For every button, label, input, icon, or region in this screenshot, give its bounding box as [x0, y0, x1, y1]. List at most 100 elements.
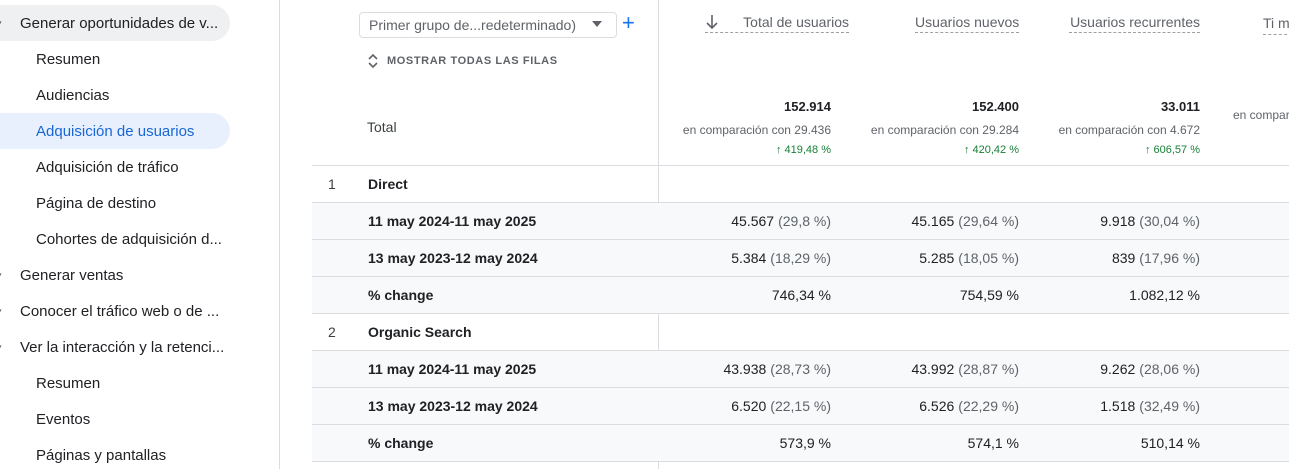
- cell-percentage: (28,73 %): [770, 361, 831, 377]
- column-header-usuarios-nuevos[interactable]: Usuarios nuevos: [915, 14, 1019, 33]
- total-compare: en comparación con 29.284: [870, 123, 1019, 137]
- cell-percentage: (28,87 %): [958, 361, 1019, 377]
- total-change: ↑ 419,48 %: [775, 144, 831, 156]
- sidebar-item-label: Cohortes de adquisición d...: [36, 230, 222, 248]
- sidebar-item-interaccion-retencion[interactable]: ▾ Ver la interacción y la retenci...: [0, 329, 230, 365]
- total-label: Total: [367, 119, 397, 135]
- cell-value: 43.992: [911, 361, 955, 377]
- table-row[interactable]: 13 may 2023-12 may 2024 6.520 (22,15 %) 6.5…: [312, 388, 1289, 424]
- cell-percentage: (22,15 %): [770, 398, 831, 414]
- table-cell: 43.938 (28,73 %): [723, 361, 831, 377]
- sidebar-item-conocer-trafico[interactable]: ▾ Conocer el tráfico web o de ...: [0, 293, 230, 329]
- row-divider: [312, 202, 1289, 203]
- column-header-tiempo-medio[interactable]: Ti med: [1263, 14, 1289, 35]
- sort-descending-icon: [705, 14, 719, 33]
- row-divider: [312, 350, 1289, 351]
- sidebar-item-label: Adquisición de usuarios: [36, 122, 195, 140]
- sidebar-item-resumen-2[interactable]: Resumen: [0, 365, 230, 401]
- show-all-rows-label: MOSTRAR TODAS LAS FILAS: [387, 55, 558, 67]
- dimension-selector-value: Primer grupo de...redeterminado): [369, 17, 576, 33]
- caret-right-icon: ▾: [0, 270, 2, 281]
- cell-value: 754,59 %: [959, 287, 1019, 303]
- table-group-row[interactable]: 2 Organic Search: [312, 314, 1289, 350]
- cell-percentage: (17,96 %): [1139, 250, 1200, 266]
- total-compare: en comparación con 29.436: [682, 123, 831, 137]
- column-header-label: Ti med: [1263, 15, 1289, 31]
- table-cell: 43.992 (28,87 %): [911, 361, 1019, 377]
- table-cell: 1.518 (32,49 %): [1100, 398, 1200, 414]
- row-label[interactable]: Organic Search: [368, 324, 472, 340]
- sidebar-item-generar-oportunidades[interactable]: ▾ Generar oportunidades de v...: [0, 5, 230, 41]
- sidebar-item-adquisicion-usuarios[interactable]: Adquisición de usuarios: [0, 113, 230, 149]
- table-row[interactable]: 13 may 2023-12 may 2024 5.384 (18,29 %) 5.2…: [312, 240, 1289, 276]
- sidebar-item-label: Conocer el tráfico web o de ...: [20, 302, 220, 320]
- table-cell: 839 (17,96 %): [1112, 250, 1200, 266]
- row-number: 2: [328, 324, 336, 340]
- sidebar-item-generar-ventas[interactable]: ▾ Generar ventas: [0, 257, 230, 293]
- table-cell: 573,9 %: [780, 435, 831, 451]
- total-cell: 152.914 en comparación con 29.436 ↑ 419,…: [683, 99, 831, 156]
- row-divider: [312, 276, 1289, 277]
- table-cell: 1.082,12 %: [1129, 287, 1200, 303]
- sidebar-item-paginas-pantallas[interactable]: Páginas y pantallas: [0, 437, 230, 473]
- total-cell: 152.400 en comparación con 29.284 ↑ 420,…: [871, 99, 1019, 156]
- total-compare: en compar: [1233, 108, 1289, 122]
- add-dimension-button[interactable]: +: [622, 10, 635, 35]
- cell-value: 9.918: [1100, 213, 1136, 229]
- cell-percentage: (29,64 %): [958, 213, 1019, 229]
- column-header-total-usuarios[interactable]: Total de usuarios: [705, 14, 849, 33]
- row-label: % change: [368, 435, 434, 451]
- table-cell: 6.526 (22,29 %): [919, 398, 1019, 414]
- table-row[interactable]: 11 may 2024-11 may 2025 43.938 (28,73 %) 43…: [312, 351, 1289, 387]
- cell-value: 839: [1111, 250, 1136, 266]
- sidebar-item-audiencias[interactable]: Audiencias: [0, 77, 230, 113]
- cell-percentage: (18,05 %): [958, 250, 1019, 266]
- table-group-row[interactable]: 1 Direct: [312, 166, 1289, 202]
- cell-value: 9.262: [1100, 361, 1136, 377]
- cell-value: 1.082,12 %: [1129, 287, 1200, 303]
- sidebar-item-label: Resumen: [36, 50, 101, 68]
- table-cell: 45.165 (29,64 %): [911, 213, 1019, 229]
- cell-value: 510,14 %: [1140, 435, 1200, 451]
- row-divider: [312, 387, 1289, 388]
- table-row[interactable]: % change 573,9 % 574,1 % 510,14 %: [312, 425, 1289, 461]
- table-row[interactable]: % change 746,34 % 754,59 % 1.082,12 %: [312, 277, 1289, 313]
- cell-percentage: (18,29 %): [770, 250, 831, 266]
- cell-value: 45.567: [731, 213, 775, 229]
- cell-percentage: (28,06 %): [1139, 361, 1200, 377]
- table-cell: 510,14 %: [1141, 435, 1200, 451]
- dimension-selector[interactable]: Primer grupo de...redeterminado): [359, 12, 617, 38]
- sidebar-item-cohortes[interactable]: Cohortes de adquisición d...: [0, 221, 230, 257]
- table-row[interactable]: 11 may 2024-11 may 2025 45.567 (29,8 %) 45.…: [312, 203, 1289, 239]
- table-cell: 746,34 %: [772, 287, 831, 303]
- total-compare: en comparación con 4.672: [1058, 123, 1200, 137]
- cell-percentage: (22,29 %): [958, 398, 1019, 414]
- sidebar-item-label: Adquisición de tráfico: [36, 158, 179, 176]
- sidebar-item-label: Resumen: [36, 374, 101, 392]
- row-label[interactable]: Direct: [368, 176, 408, 192]
- row-label: 13 may 2023-12 may 2024: [368, 250, 538, 266]
- total-value: 33.011: [1160, 99, 1200, 114]
- total-value: 152.400: [972, 99, 1019, 114]
- column-header-usuarios-recurrentes[interactable]: Usuarios recurrentes: [1069, 14, 1200, 33]
- row-number: 1: [328, 176, 336, 192]
- column-header-label: Usuarios nuevos: [915, 14, 1020, 30]
- cell-value: 45.165: [911, 213, 955, 229]
- show-all-rows-button[interactable]: MOSTRAR TODAS LAS FILAS: [367, 52, 558, 70]
- sidebar-item-resumen[interactable]: Resumen: [0, 41, 230, 77]
- sidebar-item-adquisicion-trafico[interactable]: Adquisición de tráfico: [0, 149, 230, 185]
- total-cell: en compar: [1233, 99, 1289, 122]
- sidebar-item-label: Ver la interacción y la retenci...: [20, 338, 225, 356]
- table-cell: 45.567 (29,8 %): [731, 213, 831, 229]
- expand-collapse-icon: [367, 52, 379, 70]
- column-header-label: Total de usuarios: [743, 14, 849, 30]
- sidebar-item-label: Páginas y pantallas: [36, 446, 167, 464]
- report-table: Primer grupo de...redeterminado) + MOSTR…: [281, 0, 1289, 469]
- table-cell: 574,1 %: [968, 435, 1019, 451]
- table-cell: 754,59 %: [960, 287, 1019, 303]
- cell-value: 6.526: [919, 398, 955, 414]
- sidebar-item-pagina-destino[interactable]: Página de destino: [0, 185, 230, 221]
- dropdown-arrow-icon: [592, 21, 602, 27]
- cell-value: 1.518: [1100, 398, 1136, 414]
- sidebar-item-eventos[interactable]: Eventos: [0, 401, 230, 437]
